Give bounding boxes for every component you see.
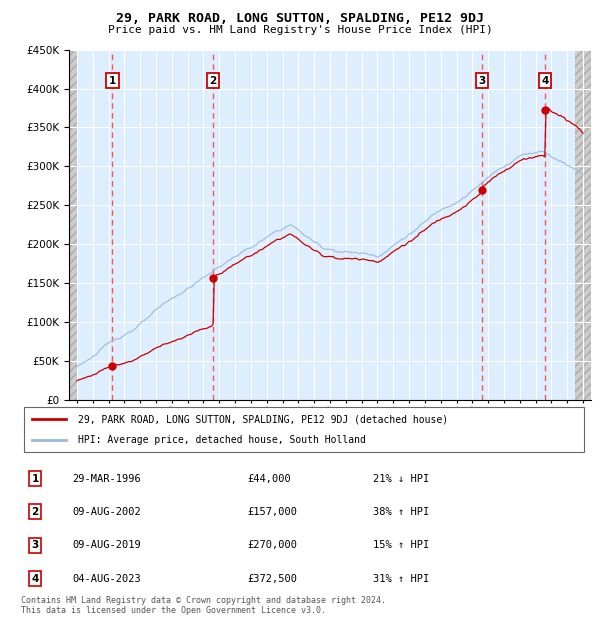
Bar <box>69 50 77 400</box>
Text: 4: 4 <box>541 76 548 86</box>
Text: 29, PARK ROAD, LONG SUTTON, SPALDING, PE12 9DJ (detached house): 29, PARK ROAD, LONG SUTTON, SPALDING, PE… <box>78 414 448 424</box>
Text: 09-AUG-2019: 09-AUG-2019 <box>72 540 141 550</box>
Text: 21% ↓ HPI: 21% ↓ HPI <box>373 474 429 484</box>
Text: HPI: Average price, detached house, South Holland: HPI: Average price, detached house, Sout… <box>78 435 365 445</box>
Text: 3: 3 <box>478 76 485 86</box>
Text: 04-AUG-2023: 04-AUG-2023 <box>72 574 141 583</box>
Text: 4: 4 <box>31 574 39 583</box>
Text: £157,000: £157,000 <box>248 507 298 517</box>
Text: Price paid vs. HM Land Registry's House Price Index (HPI): Price paid vs. HM Land Registry's House … <box>107 25 493 35</box>
Text: 1: 1 <box>32 474 39 484</box>
Text: 2: 2 <box>32 507 39 517</box>
Text: 1: 1 <box>109 76 116 86</box>
Text: Contains HM Land Registry data © Crown copyright and database right 2024.: Contains HM Land Registry data © Crown c… <box>21 596 386 604</box>
Text: 31% ↑ HPI: 31% ↑ HPI <box>373 574 429 583</box>
Text: £44,000: £44,000 <box>248 474 292 484</box>
Text: 29, PARK ROAD, LONG SUTTON, SPALDING, PE12 9DJ: 29, PARK ROAD, LONG SUTTON, SPALDING, PE… <box>116 12 484 25</box>
Text: 29-MAR-1996: 29-MAR-1996 <box>72 474 141 484</box>
Text: 2: 2 <box>209 76 217 86</box>
FancyBboxPatch shape <box>24 407 584 451</box>
Text: 15% ↑ HPI: 15% ↑ HPI <box>373 540 429 550</box>
Text: 3: 3 <box>32 540 39 550</box>
Text: 38% ↑ HPI: 38% ↑ HPI <box>373 507 429 517</box>
Text: £372,500: £372,500 <box>248 574 298 583</box>
Text: 09-AUG-2002: 09-AUG-2002 <box>72 507 141 517</box>
Text: £270,000: £270,000 <box>248 540 298 550</box>
Text: This data is licensed under the Open Government Licence v3.0.: This data is licensed under the Open Gov… <box>21 606 326 614</box>
Bar <box>575 50 591 400</box>
